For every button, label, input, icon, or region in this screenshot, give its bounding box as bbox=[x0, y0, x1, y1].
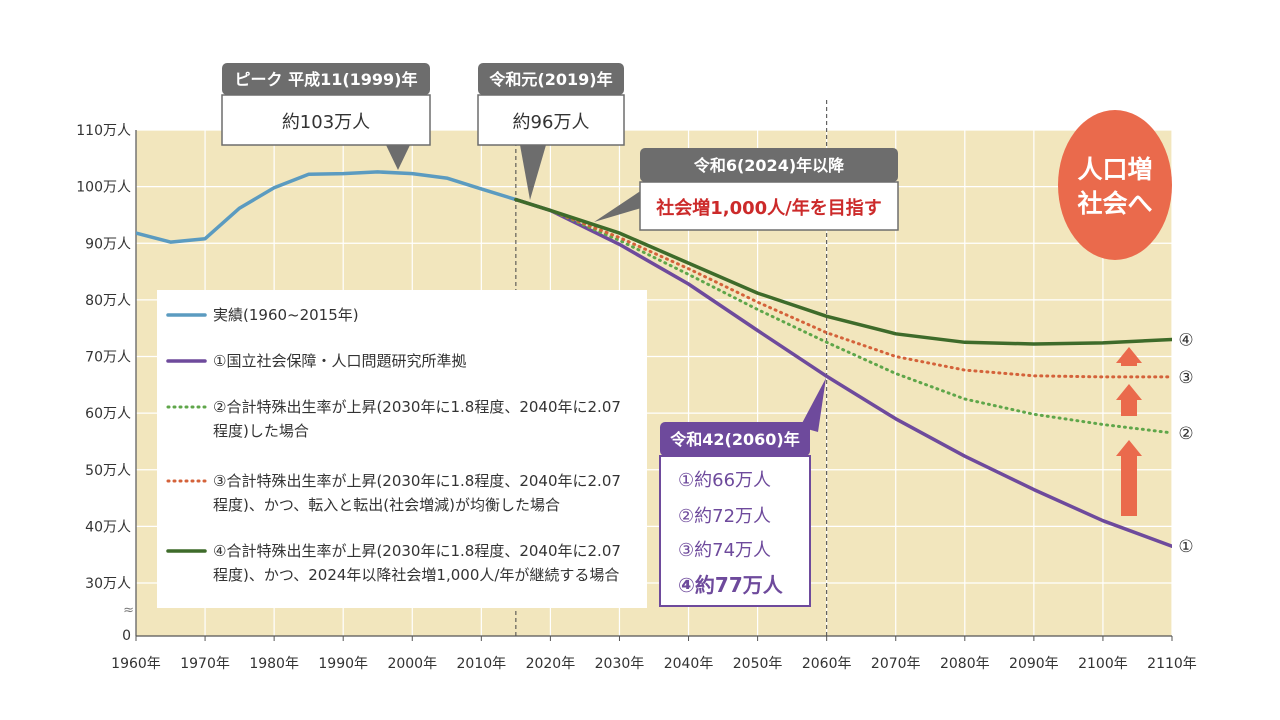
goal-circle bbox=[1058, 110, 1172, 260]
y-tick-label: 90万人 bbox=[85, 236, 131, 252]
goal-line-2: 社会へ bbox=[1077, 189, 1152, 218]
growth-arrow-1 bbox=[1116, 440, 1142, 516]
callout-reiwa42-item-4: ④約77万人 bbox=[678, 573, 784, 597]
legend-label-s2: 程度)した場合 bbox=[213, 422, 309, 440]
legend-label-actual: 実績(1960~2015年) bbox=[213, 306, 359, 324]
callout-reiwa42-body bbox=[659, 455, 811, 607]
y-tick-label: 30万人 bbox=[85, 576, 131, 592]
x-tick-label: 2110年 bbox=[1147, 656, 1197, 672]
y-axis-zero-label: 0 bbox=[122, 628, 131, 644]
series-group bbox=[136, 170, 1172, 548]
callout-reiwa6-pointer bbox=[594, 186, 648, 222]
x-tick-label: 2000年 bbox=[387, 656, 437, 672]
callout-reiwa1: 令和元(2019)年 約96万人 bbox=[477, 63, 625, 200]
legend: 実績(1960~2015年) ①国立社会保障・人口問題研究所準拠 ②合計特殊出生率が… bbox=[157, 290, 647, 608]
callout-reiwa1-header bbox=[478, 63, 624, 95]
series-end-marker-s4: ④ bbox=[1178, 331, 1193, 351]
goal-line-1: 人口増 bbox=[1077, 155, 1152, 184]
legend-box bbox=[157, 290, 647, 608]
legend-label-s1: ①国立社会保障・人口問題研究所準拠 bbox=[213, 352, 466, 370]
x-tick-label: 2070年 bbox=[871, 656, 921, 672]
callout-reiwa6: 令和6(2024)年以降 社会増1,000人/年を目指す bbox=[594, 148, 899, 231]
callout-reiwa6-value: 社会増1,000人/年を目指す bbox=[656, 197, 882, 219]
callout-reiwa42-item-1: ①約66万人 bbox=[678, 470, 771, 491]
series-line-s4 bbox=[514, 197, 1172, 346]
axes: 30万人 40万人 50万人 60万人 70万人 80万人 90万人 100万人 110万人 19… bbox=[76, 123, 1197, 672]
growth-arrow-3 bbox=[1116, 347, 1142, 366]
callout-reiwa1-body bbox=[477, 94, 625, 146]
callout-reiwa1-value: 約96万人 bbox=[513, 112, 590, 133]
series-end-marker-s3: ③ bbox=[1178, 368, 1193, 388]
x-tick-label: 2090年 bbox=[1009, 656, 1059, 672]
x-tick-label: 1990年 bbox=[318, 656, 368, 672]
x-tick-label: 1970年 bbox=[180, 656, 230, 672]
series-end-marker-s2: ② bbox=[1178, 424, 1193, 444]
growth-arrow-2 bbox=[1116, 384, 1142, 416]
y-tick-label: 60万人 bbox=[85, 406, 131, 422]
callout-reiwa6-body bbox=[639, 181, 899, 231]
series-line-s2 bbox=[514, 198, 1172, 435]
callout-reiwa42-item-2: ②約72万人 bbox=[678, 506, 771, 527]
callout-reiwa42-title: 令和42(2060)年 bbox=[669, 430, 799, 449]
series-end-marker-s1: ① bbox=[1178, 537, 1193, 557]
x-tick-label: 2080年 bbox=[940, 656, 990, 672]
callout-peak: ピーク 平成11(1999)年 約103万人 bbox=[221, 63, 431, 170]
legend-label-s4: 程度)、かつ、2024年以降社会増1,000人/年が継続する場合 bbox=[213, 566, 619, 584]
callout-reiwa1-title: 令和元(2019)年 bbox=[488, 70, 612, 89]
y-tick-label: 80万人 bbox=[85, 293, 131, 309]
y-tick-label: 40万人 bbox=[85, 519, 131, 535]
callout-reiwa42-item-3: ③約74万人 bbox=[678, 540, 771, 561]
x-tick-label: 2030年 bbox=[595, 656, 645, 672]
legend-label-s3: 程度)、かつ、転入と転出(社会増減)が均衡した場合 bbox=[213, 496, 560, 514]
callout-reiwa42-pointer bbox=[800, 378, 826, 432]
callout-reiwa6-title: 令和6(2024)年以降 bbox=[693, 156, 845, 175]
x-tick-label: 2020年 bbox=[526, 656, 576, 672]
x-tick-label: 2010年 bbox=[457, 656, 507, 672]
series-line-actual bbox=[136, 170, 518, 244]
x-tick-label: 2040年 bbox=[664, 656, 714, 672]
x-tick-label: 1980年 bbox=[249, 656, 299, 672]
y-tick-label: 50万人 bbox=[85, 463, 131, 479]
callout-reiwa42: 令和42(2060)年 ①約66万人 ②約72万人 ③約74万人 ④約77万人 bbox=[659, 378, 826, 607]
growth-arrows bbox=[1116, 347, 1142, 516]
callout-reiwa6-header bbox=[640, 148, 898, 182]
y-tick-label: 110万人 bbox=[76, 123, 131, 139]
y-tick-label: 100万人 bbox=[76, 180, 131, 196]
legend-label-s4: ④合計特殊出生率が上昇(2030年に1.8程度、2040年に2.07 bbox=[213, 542, 621, 560]
series-end-markers: ① ② ③ ④ bbox=[1178, 331, 1193, 558]
callout-reiwa42-header bbox=[660, 422, 810, 456]
callout-peak-pointer bbox=[386, 145, 410, 170]
series-line-s1 bbox=[514, 197, 1172, 548]
x-tick-label: 1960年 bbox=[111, 656, 161, 672]
legend-label-s2: ②合計特殊出生率が上昇(2030年に1.8程度、2040年に2.07 bbox=[213, 398, 621, 416]
y-axis-break-icon: ≈ bbox=[123, 603, 134, 618]
legend-label-s3: ③合計特殊出生率が上昇(2030年に1.8程度、2040年に2.07 bbox=[213, 472, 621, 490]
y-tick-label: 70万人 bbox=[85, 350, 131, 366]
callout-peak-value: 約103万人 bbox=[282, 112, 370, 133]
x-tick-label: 2050年 bbox=[733, 656, 783, 672]
x-tick-label: 2100年 bbox=[1078, 656, 1128, 672]
x-tick-label: 2060年 bbox=[802, 656, 852, 672]
goal-badge: 人口増 社会へ bbox=[1058, 110, 1172, 260]
callout-reiwa1-pointer bbox=[520, 145, 546, 200]
callout-peak-title: ピーク 平成11(1999)年 bbox=[235, 70, 418, 89]
series-line-s3 bbox=[514, 198, 1172, 379]
callout-peak-header bbox=[222, 63, 430, 95]
callout-peak-body bbox=[221, 94, 431, 146]
